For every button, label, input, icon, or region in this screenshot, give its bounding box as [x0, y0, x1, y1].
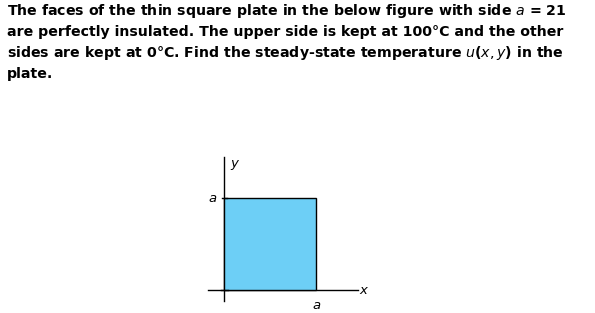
Bar [224, 198, 317, 290]
Text: The faces of the thin square plate in the below figure with side $\mathit{a}$ = : The faces of the thin square plate in th… [7, 2, 566, 81]
Text: x: x [360, 284, 368, 297]
Text: a: a [209, 192, 217, 205]
Text: y: y [230, 157, 238, 170]
Text: a: a [312, 299, 321, 312]
